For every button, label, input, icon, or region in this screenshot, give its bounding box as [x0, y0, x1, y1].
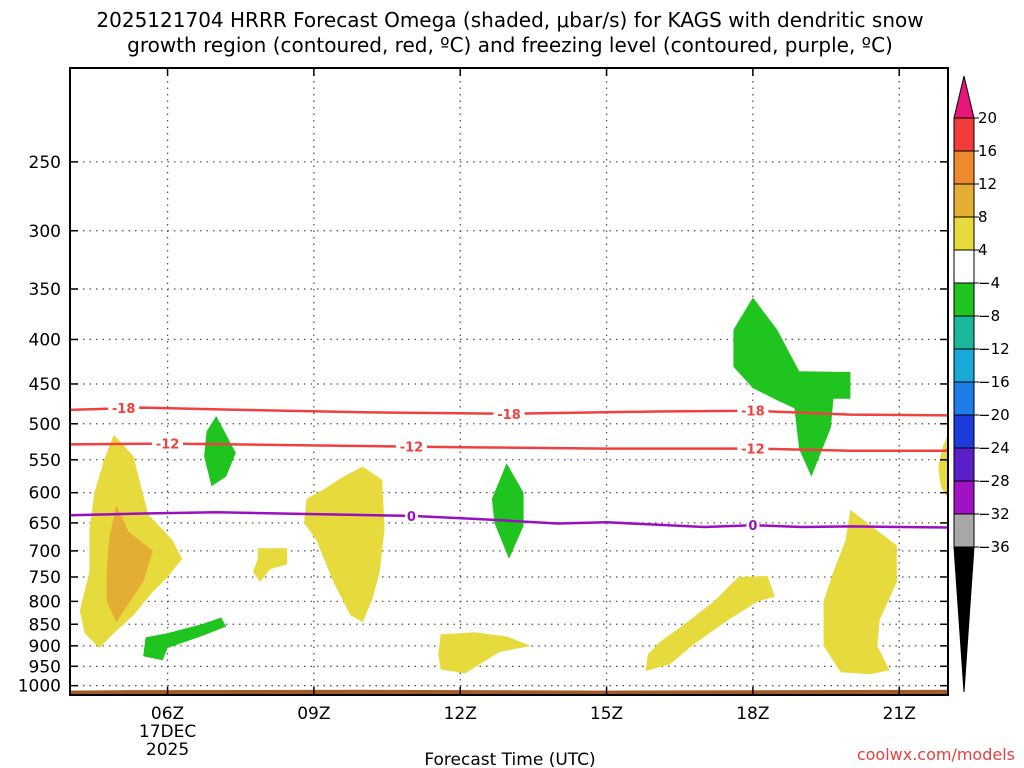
x-tick-label: 09Z: [297, 704, 330, 724]
contour-label: 0: [407, 510, 416, 525]
contour-label: -12: [741, 443, 765, 458]
y-tick-label: 700: [29, 542, 61, 562]
x-tick-year: 2025: [146, 740, 189, 760]
y-tick-label: 300: [29, 222, 61, 242]
colorbar-segment: [953, 414, 975, 449]
contour-line: [70, 511, 948, 529]
watermark: coolwx.com/models: [857, 745, 1015, 764]
y-tick-label: 350: [29, 280, 61, 300]
colorbar-label: −8: [978, 307, 1000, 325]
x-axis-label: Forecast Time (UTC): [424, 750, 595, 768]
contour-line: [70, 442, 948, 452]
colorbar-label: −12: [978, 340, 1010, 358]
y-tick-label: 550: [29, 451, 61, 471]
colorbar: 20 16 12 8 4 −4 −8 −12 −16 −20 −24 −28 −32 −36: [953, 75, 1010, 693]
colorbar-label: −32: [978, 505, 1010, 523]
colorbar-label: −20: [978, 406, 1010, 424]
y-tick-label: 850: [29, 615, 61, 635]
contour-label: -18: [112, 402, 136, 417]
contour-label-bg: [737, 403, 769, 418]
contour-label: -12: [156, 438, 180, 453]
colorbar-segment: [953, 150, 975, 185]
omega-shaded-region: [143, 617, 227, 661]
x-tick-label: 06Z: [151, 704, 184, 724]
contour-label: 0: [748, 519, 757, 534]
omega-shaded-region: [491, 463, 524, 559]
colorbar-segment: [953, 75, 975, 119]
x-tick-label: 15Z: [590, 704, 623, 724]
chart-title-line-1: 2025121704 HRRR Forecast Omega (shaded, …: [96, 8, 923, 32]
y-tick-label: 250: [29, 153, 61, 173]
y-tick-label: 450: [29, 375, 61, 395]
y-tick-label: 900: [29, 637, 61, 657]
y-tick-label: 750: [29, 568, 61, 588]
colorbar-label: −16: [978, 373, 1010, 391]
omega-shaded-region: [106, 505, 153, 622]
x-tick-label: 21Z: [883, 704, 916, 724]
colorbar-label: −4: [978, 274, 1000, 292]
colorbar-label: −24: [978, 439, 1010, 457]
y-tick-label: 1000: [18, 677, 61, 697]
contour-label-bg: [493, 406, 525, 421]
chart-title-line-2: growth region (contoured, red, ºC) and f…: [127, 33, 893, 57]
y-tick-label: 600: [29, 484, 61, 504]
omega-shaded-region: [204, 416, 236, 487]
omega-shaded-region: [645, 576, 775, 671]
y-tick-label: 650: [29, 514, 61, 534]
colorbar-segment: [953, 282, 975, 317]
colorbar-label: −28: [978, 472, 1010, 490]
contour-label-bg: [746, 518, 760, 533]
contour-label-bg: [737, 441, 769, 456]
colorbar-segment: [953, 513, 975, 548]
plot-frame: [69, 67, 949, 696]
colorbar-label: 8: [978, 208, 988, 226]
y-tick-label: 800: [29, 592, 61, 612]
y-tick-label: 950: [29, 657, 61, 677]
omega-shaded-region: [938, 434, 948, 499]
clipped-content: [70, 297, 948, 695]
colorbar-label: −36: [978, 538, 1010, 556]
y-tick-label: 500: [29, 415, 61, 435]
colorbar-segment: [953, 546, 975, 693]
omega-shaded-region: [733, 297, 851, 477]
colorbar-label: 20: [978, 109, 997, 127]
contour-label-bg: [152, 436, 184, 451]
colorbar-segment: [953, 348, 975, 383]
y-tick-label: 400: [29, 330, 61, 350]
contour-label-bg: [395, 439, 427, 454]
colorbar-segment: [953, 315, 975, 350]
contour-label-bg: [404, 508, 418, 523]
omega-shaded-region: [252, 548, 288, 582]
colorbar-label: 12: [978, 175, 997, 193]
contour-label: -12: [400, 441, 424, 456]
colorbar-segment: [953, 447, 975, 482]
x-tick-label: 12Z: [444, 704, 477, 724]
omega-shaded-region: [438, 632, 531, 674]
plot-area: -18 -18 -18 -12 -12 -12 0 0 250 300 350 400 450 500 55…: [18, 67, 949, 760]
terrain-fill: [70, 689, 948, 695]
contour-label-bg: [108, 401, 140, 416]
omega-shaded-region: [823, 509, 897, 675]
colorbar-segment: [953, 249, 975, 284]
contour-label: -18: [741, 405, 765, 420]
colorbar-segment: [953, 381, 975, 416]
contour-label: -18: [497, 408, 521, 423]
colorbar-segment: [953, 117, 975, 152]
omega-shaded-region: [304, 466, 385, 622]
colorbar-segment: [953, 216, 975, 251]
x-tick-date: 17DEC: [139, 722, 196, 742]
x-tick-label: 18Z: [736, 704, 769, 724]
colorbar-segment: [953, 480, 975, 515]
colorbar-label: 16: [978, 142, 997, 160]
colorbar-label: 4: [978, 241, 988, 259]
colorbar-segment: [953, 183, 975, 218]
